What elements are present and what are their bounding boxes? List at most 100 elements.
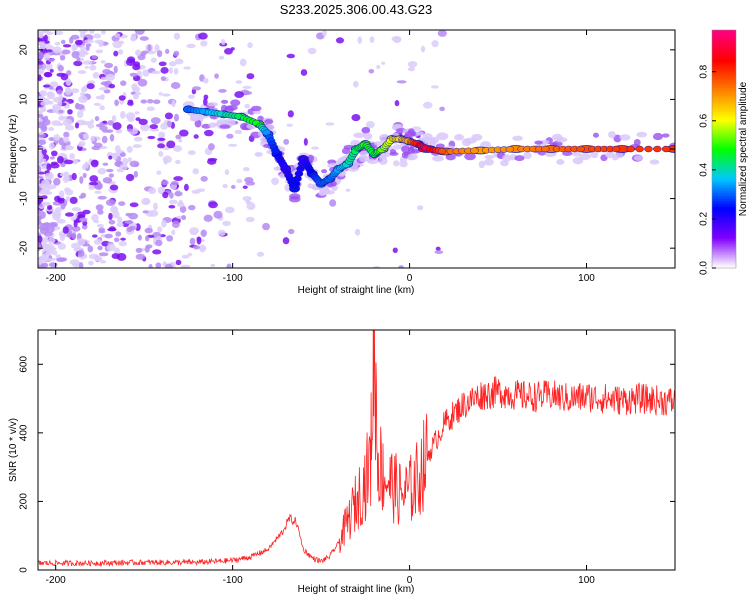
- noise-blob: [82, 220, 88, 226]
- colorbar-stripe: [712, 250, 736, 253]
- noise-blob: [117, 49, 124, 55]
- noise-blob: [181, 214, 187, 221]
- colorbar-label: Normalized spectral amplitude: [738, 81, 749, 216]
- noise-blob: [72, 225, 81, 232]
- noise-blob: [113, 237, 120, 243]
- noise-blob: [107, 227, 117, 232]
- noise-blob: [148, 263, 153, 268]
- noise-blob: [45, 225, 55, 234]
- colorbar-stripe: [712, 77, 736, 81]
- noise-blob: [106, 168, 114, 173]
- noise-blob: [175, 259, 182, 266]
- noise-blob: [120, 237, 126, 241]
- colorbar-stripe: [712, 37, 736, 41]
- noise-blob: [97, 209, 104, 215]
- noise-blob: [171, 220, 180, 229]
- noise-blob: [115, 231, 122, 237]
- ridge-halo-blob: [590, 150, 599, 159]
- noise-blob: [78, 95, 88, 104]
- noise-blob: [133, 61, 141, 67]
- colorbar-stripe: [712, 198, 736, 202]
- y-tick-label: 0: [19, 146, 30, 152]
- noise-blob: [58, 109, 64, 114]
- noise-blob: [79, 49, 88, 56]
- colorbar-stripe: [712, 184, 736, 188]
- colorbar-stripe: [712, 119, 736, 122]
- noise-blob: [65, 78, 72, 86]
- colorbar-stripe: [712, 194, 736, 198]
- ridge-halo-blob: [432, 155, 444, 162]
- noise-blob: [113, 65, 118, 74]
- x-tick-label: 0: [407, 575, 413, 586]
- noise-blob: [66, 233, 73, 238]
- noise-blob: [146, 106, 155, 112]
- colorbar-stripe: [712, 266, 736, 269]
- noise-blob: [38, 60, 44, 66]
- noise-blob: [226, 133, 234, 139]
- noise-blob: [164, 263, 173, 268]
- ridge-segment: [611, 145, 621, 153]
- noise-blob: [69, 36, 74, 44]
- noise-blob: [56, 89, 63, 95]
- colorbar-tick-label: 0.0: [699, 261, 710, 275]
- noise-blob: [160, 76, 166, 81]
- noise-blob: [168, 61, 177, 67]
- noise-blob: [49, 81, 59, 88]
- ridge-halo-blob: [534, 140, 543, 145]
- colorbar-stripe: [712, 149, 736, 152]
- noise-blob: [129, 160, 140, 168]
- snr-panel: -200 -100 0 100 0 200 400 600 Height of straigh…: [8, 329, 676, 595]
- noise-blob: [231, 184, 236, 190]
- noise-blob: [171, 99, 176, 108]
- noise-blob: [108, 83, 116, 89]
- noise-blob: [218, 55, 225, 60]
- noise-blob: [38, 114, 44, 118]
- noise-blob: [203, 214, 213, 222]
- noise-blob: [286, 123, 293, 127]
- snr-ticks: -200 -100 0 100 0 200 400 600: [19, 330, 675, 586]
- x-tick-label: -200: [46, 273, 66, 284]
- y-tick-label: -10: [19, 191, 30, 206]
- colorbar-stripe: [712, 49, 736, 53]
- colorbar-stripe: [712, 79, 736, 83]
- noise-blob: [53, 30, 64, 36]
- noise-blob: [271, 177, 280, 186]
- ridge-segment: [626, 145, 636, 153]
- noise-blob: [56, 72, 66, 77]
- ridge-halo-blob: [190, 117, 198, 122]
- noise-blob: [39, 89, 48, 97]
- noise-blob: [51, 120, 62, 126]
- spectrogram-xlabel: Height of straight line (km): [298, 285, 415, 296]
- noise-blob: [69, 259, 80, 266]
- noise-blob: [174, 58, 184, 65]
- ridge-halo-blob: [471, 133, 483, 141]
- noise-blob: [228, 143, 238, 147]
- ridge-halo-blob: [633, 155, 644, 161]
- noise-blob: [93, 220, 100, 224]
- ridge-halo-blob: [264, 119, 274, 125]
- noise-blob: [186, 43, 196, 49]
- colorbar-tick-label: 0.8: [699, 64, 710, 78]
- noise-blob: [45, 63, 53, 71]
- noise-blob: [82, 172, 87, 179]
- colorbar-stripe: [712, 75, 736, 79]
- noise-blob: [41, 240, 47, 247]
- noise-blob: [58, 190, 65, 199]
- noise-blob: [101, 129, 110, 133]
- noise-blob: [203, 94, 209, 100]
- ridge-segment: [644, 145, 653, 153]
- colorbar-stripe: [712, 31, 736, 35]
- ridge-halo-blob: [608, 131, 616, 139]
- noise-blob: [127, 99, 134, 104]
- noise-blob: [89, 64, 97, 71]
- x-tick-label: 0: [407, 273, 413, 284]
- noise-blob: [173, 145, 183, 152]
- noise-blob: [70, 88, 80, 94]
- colorbar-stripe: [712, 115, 736, 118]
- noise-blob: [288, 228, 295, 235]
- colorbar-stripe: [712, 260, 736, 263]
- noise-blob: [152, 99, 161, 105]
- colorbar-stripe: [712, 33, 736, 37]
- noise-blob: [283, 138, 290, 145]
